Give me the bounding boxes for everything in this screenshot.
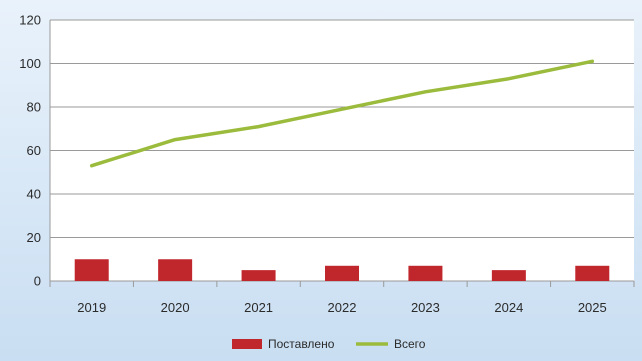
- x-tick-label: 2019: [77, 300, 106, 315]
- y-tick-label: 60: [27, 143, 41, 158]
- x-tick-label: 2023: [411, 300, 440, 315]
- x-tick-label: 2021: [244, 300, 273, 315]
- y-axis: 0 20 40 60 80 100 120: [19, 13, 51, 289]
- bar-2024: [491, 270, 526, 281]
- x-tick-label: 2020: [161, 300, 190, 315]
- x-tick-label: 2022: [328, 300, 357, 315]
- bar-2019: [74, 259, 109, 281]
- line-vsego: [89, 59, 595, 168]
- x-tick-label: 2025: [578, 300, 607, 315]
- bar-2020: [158, 259, 193, 281]
- line-series: [89, 59, 595, 168]
- bar-2021: [241, 270, 276, 281]
- y-tick-label: 20: [27, 230, 41, 245]
- y-tick-label: 0: [34, 274, 41, 289]
- x-axis: 2019 2020 2021 2022 2023 2024 2025: [49, 281, 635, 315]
- bar-2023: [408, 265, 443, 281]
- legend-label-line: Всего: [394, 337, 426, 351]
- y-tick-label: 80: [27, 100, 41, 115]
- legend-swatch-bar: [232, 339, 262, 349]
- legend: Поставлено Всего: [232, 337, 426, 351]
- gridlines: [50, 19, 634, 282]
- y-tick-label: 40: [27, 187, 41, 202]
- bar-2022: [325, 265, 359, 281]
- y-tick-label: 120: [19, 13, 41, 28]
- bar-series: [74, 259, 610, 281]
- bar-2025: [575, 265, 610, 281]
- legend-label-bar: Поставлено: [268, 337, 335, 351]
- x-tick-label: 2024: [494, 300, 523, 315]
- y-tick-label: 100: [19, 56, 41, 71]
